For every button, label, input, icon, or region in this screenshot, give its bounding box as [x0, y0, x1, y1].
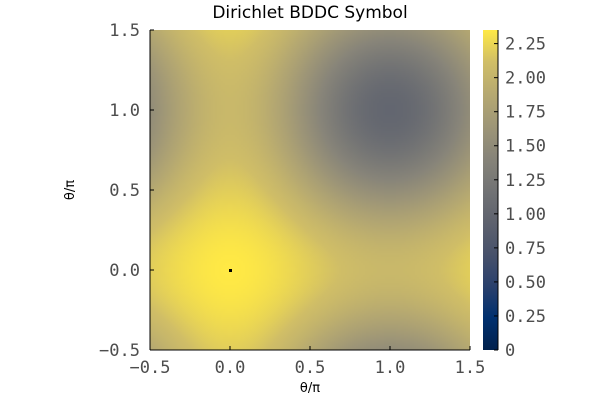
y-tick-label: 1.0: [109, 101, 140, 121]
colorbar-tick-label: 0.75: [505, 239, 546, 259]
colorbar-tick-label: 1.75: [505, 103, 546, 123]
colorbar-ticks: 0 0.25 0.50 0.75 1.00 1.25 1.50 1.75 2.00 2.25: [494, 35, 546, 361]
colorbar-tick-label: 2.00: [505, 69, 546, 89]
colorbar-tick-label: 1.25: [505, 171, 546, 191]
x-tick-label: −0.5: [130, 358, 171, 378]
colorbar: 0 0.25 0.50 0.75 1.00 1.25 1.50 1.75 2.00 2.25: [483, 30, 546, 361]
y-tick-label: 1.5: [109, 21, 140, 41]
colorbar-tick-label: 0.25: [505, 307, 546, 327]
y-axis-ticks: −0.5 0.0 0.5 1.0 1.5: [99, 21, 154, 361]
y-tick-label: 0.0: [109, 261, 140, 281]
y-tick-label: 0.5: [109, 181, 140, 201]
colorbar-tick-label: 0: [505, 341, 515, 361]
colorbar-tick-label: 1.50: [505, 137, 546, 157]
singular-point-marker: [229, 269, 232, 272]
heatmap-image: [150, 30, 470, 350]
x-axis-ticks: −0.5 0.0 0.5 1.0 1.5: [130, 346, 486, 378]
colorbar-tick-label: 1.00: [505, 205, 546, 225]
colorbar-tick-label: 0.50: [505, 273, 546, 293]
y-tick-label: −0.5: [99, 341, 140, 361]
colorbar-gradient: [483, 30, 498, 350]
x-tick-label: 0.0: [215, 358, 246, 378]
y-axis-label: θ/π: [63, 180, 78, 200]
heatmap-plot-area: [150, 30, 470, 350]
x-tick-label: 1.5: [455, 358, 486, 378]
x-tick-label: 0.5: [295, 358, 326, 378]
chart-title: Dirichlet BDDC Symbol: [212, 3, 407, 23]
colorbar-tick-label: 2.25: [505, 35, 546, 55]
x-tick-label: 1.0: [375, 358, 406, 378]
x-axis-label: θ/π: [300, 381, 320, 396]
